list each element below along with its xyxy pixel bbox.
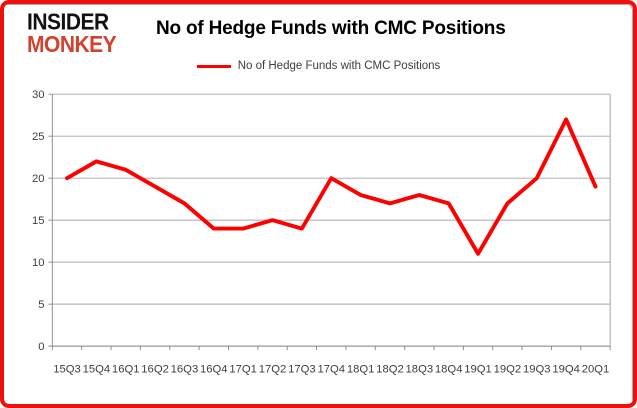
x-tick-label: 18Q3 — [406, 364, 434, 376]
y-tick-label: 15 — [32, 215, 45, 227]
x-tick-label: 19Q4 — [552, 364, 580, 376]
y-tick-label: 5 — [38, 299, 44, 311]
chart-area-border — [4, 4, 633, 404]
y-tick-label: 20 — [32, 173, 45, 185]
x-tick-label: 17Q1 — [229, 364, 257, 376]
x-tick-label: 16Q1 — [112, 364, 140, 376]
legend-label: No of Hedge Funds with CMC Positions — [237, 60, 441, 72]
x-tick-label: 18Q1 — [347, 364, 375, 376]
logo-text-monkey: MONKEY — [27, 32, 117, 58]
x-tick-label: 19Q2 — [494, 364, 522, 376]
x-tick-label: 15Q4 — [83, 364, 111, 376]
x-tick-label: 19Q1 — [464, 364, 492, 376]
legend-line-swatch-icon — [196, 64, 231, 68]
legend: No of Hedge Funds with CMC Positions — [4, 60, 633, 72]
insider-monkey-logo: INSIDER MONKEY — [27, 9, 117, 58]
y-tick-label: 25 — [32, 131, 45, 143]
x-tick-label: 17Q2 — [259, 364, 287, 376]
x-tick-label: 19Q3 — [523, 364, 551, 376]
x-tick-label: 20Q1 — [582, 364, 610, 376]
x-tick-label: 16Q4 — [200, 364, 228, 376]
x-tick-label: 18Q2 — [376, 364, 404, 376]
y-tick-label: 10 — [32, 257, 45, 269]
line-chart: 0 5 10 15 20 25 30 15Q3 15Q4 16Q1 16Q2 16Q3 16Q4 17Q1… — [32, 89, 611, 376]
x-tick-label: 18Q4 — [435, 364, 463, 376]
series-line — [65, 117, 598, 256]
y-tick-label: 30 — [32, 89, 45, 101]
chart-title: No of Hedge Funds with CMC Positions — [156, 18, 506, 39]
x-tick-label: 17Q4 — [317, 364, 345, 376]
y-tick-label: 0 — [38, 341, 44, 353]
x-tick-label: 15Q3 — [53, 364, 81, 376]
x-tick-label: 16Q2 — [141, 364, 169, 376]
logo-text-insider: INSIDER — [27, 9, 109, 35]
x-tick-label: 17Q3 — [288, 364, 316, 376]
x-tick-label: 16Q3 — [171, 364, 199, 376]
